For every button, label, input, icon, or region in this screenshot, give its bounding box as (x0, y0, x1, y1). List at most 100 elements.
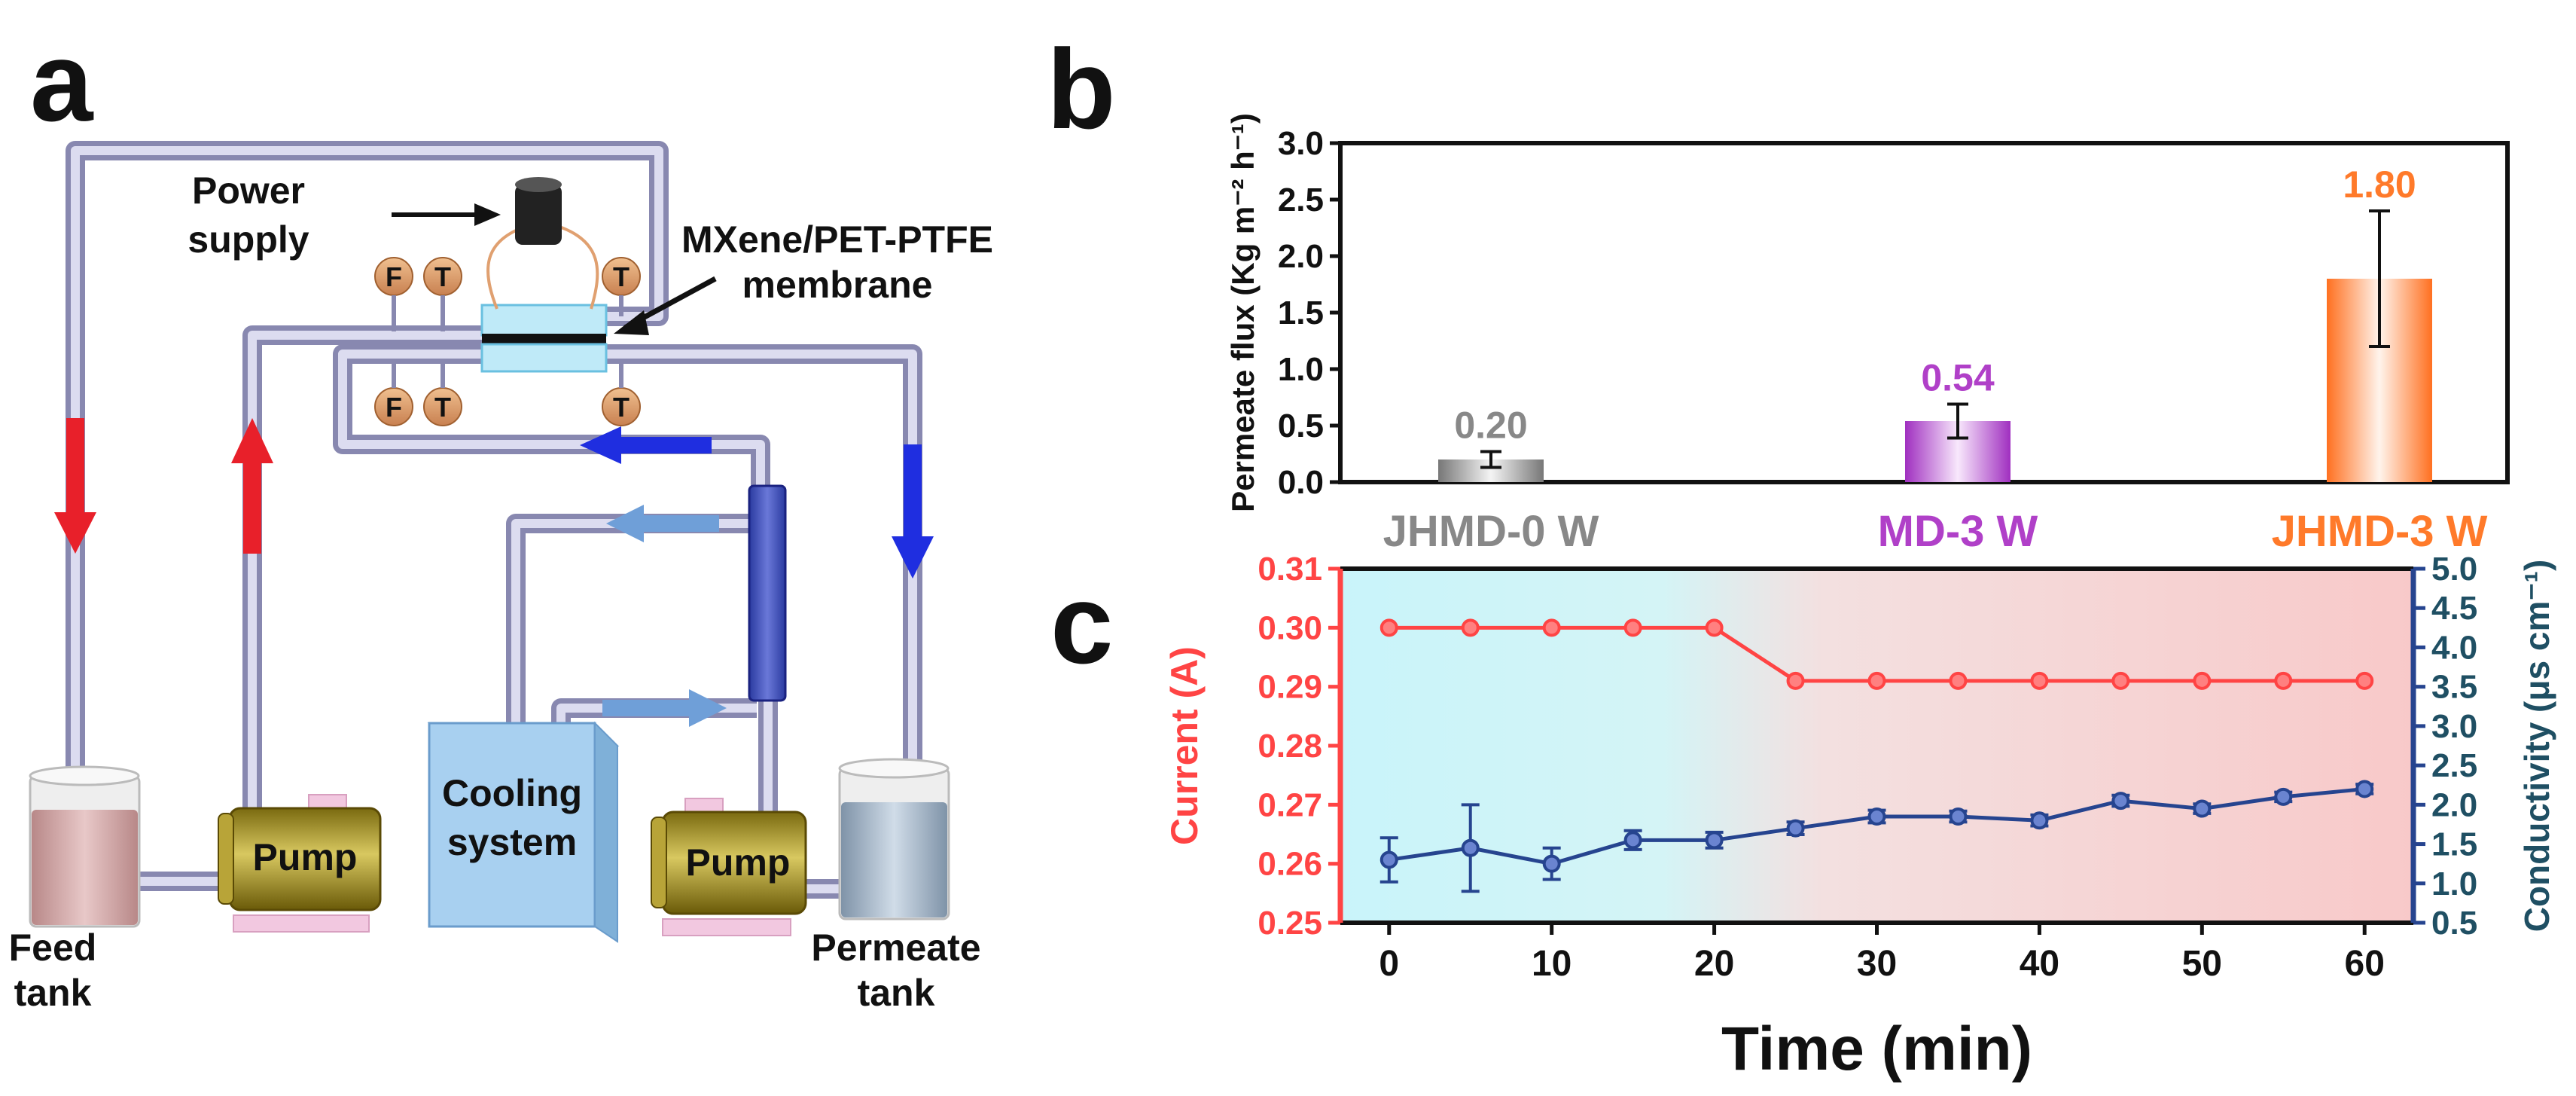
y-tick-label: 2.0 (1278, 238, 1324, 275)
cold-flow-arrow-down (892, 444, 934, 579)
bar-chart: 0.0 0.5 1.0 1.5 2.0 2.5 3.0 0.20 JHMD-0 W 0.54 MD-… (1225, 113, 2510, 556)
x-tick-label: 0 (1379, 944, 1399, 984)
schematic: F T T F T T (9, 141, 993, 1014)
x-axis-title: Time (min) (1721, 1015, 2032, 1083)
hot-flow-arrow-up (231, 418, 273, 554)
pump-left (218, 794, 382, 933)
svg-text:F: F (386, 392, 402, 423)
bar-value-label: 1.80 (2343, 163, 2416, 206)
x-tick-label: 40 (2020, 944, 2059, 984)
current-point (1786, 671, 1805, 690)
y-axis-title: Permeate flux (Kg m⁻² h⁻¹) (1225, 113, 1261, 512)
cooling-label-line1: Cooling (442, 772, 582, 814)
left-tick-label: 0.25 (1258, 905, 1322, 942)
conductivity-point (1379, 850, 1398, 869)
feed-tank-label-line1: Feed (9, 927, 97, 969)
x-category-label: JHMD-3 W (2272, 507, 2488, 556)
sensor-t-top-right: T (602, 257, 641, 316)
power-supply-label-line1: Power (192, 169, 305, 212)
svg-text:T: T (434, 261, 451, 292)
conductivity-point (1542, 854, 1561, 873)
coolant-arrow-right (602, 689, 727, 727)
conductivity-point (1786, 819, 1805, 838)
left-tick-label: 0.27 (1258, 786, 1322, 823)
pump-right-label: Pump (686, 841, 791, 884)
plot-background (1340, 569, 2413, 923)
conductivity-point (1867, 807, 1886, 826)
permeate-tank-label-line1: Permeate (811, 927, 980, 969)
current-point (2111, 671, 2130, 690)
left-tick-label: 0.31 (1258, 551, 1322, 588)
svg-text:T: T (613, 392, 630, 423)
permeate-tank (838, 758, 950, 920)
x-tick-label: 10 (1532, 944, 1572, 984)
permeate-tank-label-line2: tank (858, 972, 935, 1014)
conductivity-point (1949, 807, 1968, 826)
svg-text:F: F (386, 261, 402, 292)
right-tick-label: 3.5 (2431, 669, 2477, 706)
current-point (2193, 671, 2212, 690)
power-supply-label-line2: supply (187, 218, 309, 261)
conductivity-point (2030, 811, 2049, 830)
line-chart: 0 10 20 30 40 50 60 Time (min) 0.25 0.26 0.27 0.28 0… (1163, 551, 2556, 1083)
bar-value-label: 0.20 (1454, 405, 1527, 447)
conductivity-point (1623, 831, 1642, 850)
x-category-label: JHMD-0 W (1383, 507, 1599, 556)
current-point (1949, 671, 1968, 690)
power-supply (486, 177, 599, 310)
conductivity-point (2193, 799, 2212, 818)
current-point (1461, 618, 1480, 637)
panel-letter-c: c (1050, 560, 1113, 687)
right-tick-label: 4.0 (2431, 629, 2477, 666)
left-tick-label: 0.26 (1258, 846, 1322, 883)
right-tick-label: 4.5 (2431, 590, 2477, 627)
sensor-f-bottom: F (374, 360, 413, 426)
svg-text:T: T (434, 392, 451, 423)
conductivity-point (2274, 787, 2293, 806)
current-point (2030, 671, 2049, 690)
x-tick-label: 20 (1694, 944, 1734, 984)
y-tick-label: 0.0 (1278, 464, 1324, 501)
right-tick-label: 2.0 (2431, 786, 2477, 823)
conductivity-point (2111, 792, 2130, 811)
heat-exchanger (748, 484, 787, 702)
bar-value-label: 0.54 (1921, 357, 1995, 399)
conductivity-point (1461, 838, 1480, 857)
coolant-arrow-left (606, 505, 719, 542)
membrane-label-line2: membrane (742, 264, 933, 306)
membrane-module (480, 304, 608, 373)
pump-right (651, 798, 807, 936)
right-tick-label: 5.0 (2431, 551, 2477, 588)
left-axis-title: Current (A) (1163, 646, 1206, 845)
x-category-label: MD-3 W (1878, 507, 2038, 556)
cooling-system (427, 721, 620, 943)
svg-text:T: T (613, 261, 630, 292)
current-point (2355, 671, 2374, 690)
sensor-t-bottom-left: T (423, 360, 462, 426)
current-point (1623, 618, 1642, 637)
sensor-t-bottom-right: T (602, 360, 641, 426)
x-tick-label: 60 (2345, 944, 2385, 984)
x-tick-label: 50 (2182, 944, 2222, 984)
hot-flow-arrow-down (54, 418, 96, 554)
y-tick-label: 2.5 (1278, 182, 1324, 218)
left-tick-label: 0.28 (1258, 728, 1322, 765)
feed-tank (29, 765, 141, 928)
right-tick-label: 0.5 (2431, 905, 2477, 942)
panel-letter-a: a (30, 18, 94, 145)
panel-letter-b: b (1047, 26, 1116, 152)
cold-flow-arrow-left (580, 426, 712, 464)
conductivity-point (2355, 780, 2374, 798)
current-point (2274, 671, 2293, 690)
right-tick-label: 2.5 (2431, 747, 2477, 784)
y-tick-label: 1.0 (1278, 351, 1324, 388)
right-tick-label: 3.0 (2431, 708, 2477, 745)
y-tick-label: 0.5 (1278, 408, 1324, 444)
y-tick-label: 1.5 (1278, 295, 1324, 331)
x-tick-label: 30 (1857, 944, 1897, 984)
current-point (1705, 618, 1724, 637)
left-tick-label: 0.29 (1258, 669, 1322, 706)
feed-tank-label-line2: tank (14, 972, 92, 1014)
y-tick-label: 3.0 (1278, 125, 1324, 162)
